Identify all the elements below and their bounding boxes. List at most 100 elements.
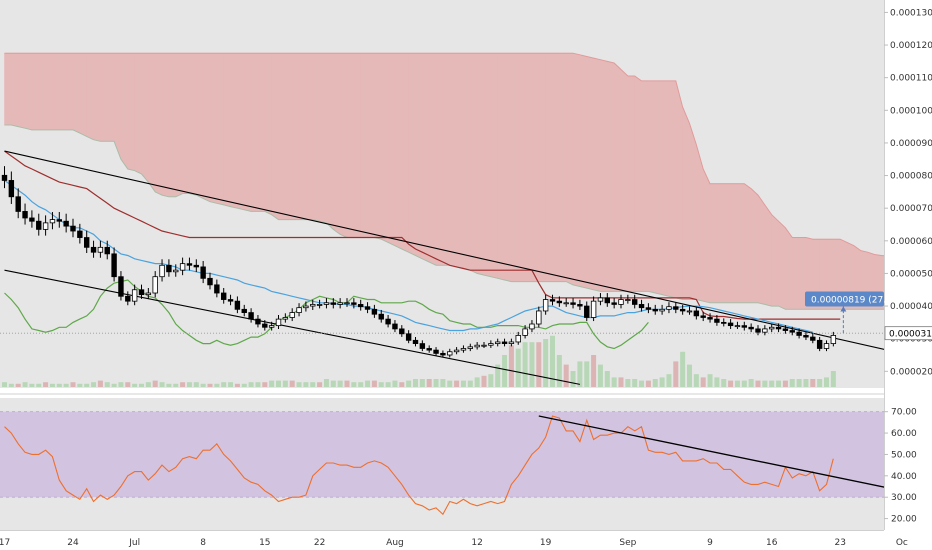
candle-up [494,341,501,344]
candle-up [625,299,631,301]
candle-up [769,326,775,330]
time-tick-label: Sep [619,538,636,548]
cloud-segment [654,80,663,296]
time-tick-label: 12 [471,538,482,548]
volume-bar [734,380,740,387]
cloud-segment [422,52,430,263]
cloud-segment [326,52,334,231]
candle-down [700,315,706,318]
price-tags: 0.00003169 0.00000819 (27.15%) [805,291,932,341]
volume-bar [680,351,686,387]
candle-down [412,339,419,344]
candle-down [357,304,364,308]
candle-down [118,276,124,297]
span-b-line [4,52,916,258]
time-tick-label: 22 [314,538,325,548]
rsi-tick-label: 50.00 [891,450,917,460]
candle-down [693,310,700,317]
volume-bar [221,382,227,387]
cloud-segment [785,226,793,310]
volume-bar [687,364,692,387]
cloud-segment [428,52,437,266]
cloud-segment [38,52,46,131]
cloud-segment [65,52,74,131]
candle-down [679,308,686,312]
candle-up [296,307,302,313]
volume-bar [666,374,672,387]
candle-down [351,302,357,305]
cloud-segment [202,52,211,203]
cloud-segment [161,52,170,198]
cloud-segment [552,52,560,282]
cloud-segment [689,123,697,300]
cloud-segment [579,54,588,289]
volume-bar [36,383,42,387]
volume-bar [419,379,425,387]
cloud-segment [490,52,499,279]
volume-bar [597,364,603,387]
cloud-segment [442,52,451,266]
volume-bar [515,348,521,387]
candle-up [666,306,672,310]
volume-bar [433,379,439,387]
candle-down [186,263,193,266]
trendlines [0,150,902,385]
upper_channel-trendline [4,150,902,354]
volume-bar [228,382,234,387]
volume-bar [495,364,501,387]
cloud-segment [271,52,279,221]
price-tick-label: 0.00007000 [890,204,932,214]
cloud-segment [531,52,540,282]
time-tick-label: 16 [766,538,778,548]
cloud-segment [620,68,629,292]
cloud-segment [771,214,779,307]
volume-bar [776,380,782,387]
candle-up [145,292,152,296]
cloud-segment [504,52,512,282]
volume-bar [399,382,405,387]
volume-bar [371,380,377,387]
volume-bar [700,377,706,387]
volume-bar [2,382,7,387]
candle-up [42,222,49,230]
candle-up [173,269,179,273]
cloud-segment [319,52,327,224]
volume-bar [728,380,734,387]
cloud-segment [497,52,505,281]
candle-down [138,289,145,296]
cloud-segment [175,52,183,198]
volume-bar [255,382,261,387]
cloud-segment [237,52,245,211]
volume-bar [817,379,823,387]
cloud-segment [648,80,656,294]
volume-bar [440,379,446,387]
candle-up [542,299,549,312]
volume-bar [460,380,466,387]
candle-down [200,266,206,279]
cloud-segment [243,52,252,212]
cloud-segment [572,52,581,287]
candles [1,166,837,358]
cloud-segment [743,183,752,304]
cloud-segment [511,52,519,282]
candle-down [8,180,15,198]
volume-bar [166,383,172,387]
cloud-segment [100,52,108,142]
rsi-tick-label: 40.00 [891,472,917,482]
cloud-segment [613,62,622,292]
candle-up [337,302,343,305]
volume-bar [406,380,412,387]
candle-down [371,308,378,315]
volume-bar [392,380,398,387]
price-tick-label: 0.00005000 [890,269,932,279]
candle-down [419,343,426,349]
candle-down [166,264,172,273]
volume-bar [618,377,624,387]
candle-down [248,312,254,320]
volume-bar [782,380,788,387]
cloud-segment [723,183,731,304]
volume-bar [467,380,473,387]
rsi-band [0,411,884,498]
volume-bar [152,380,158,387]
